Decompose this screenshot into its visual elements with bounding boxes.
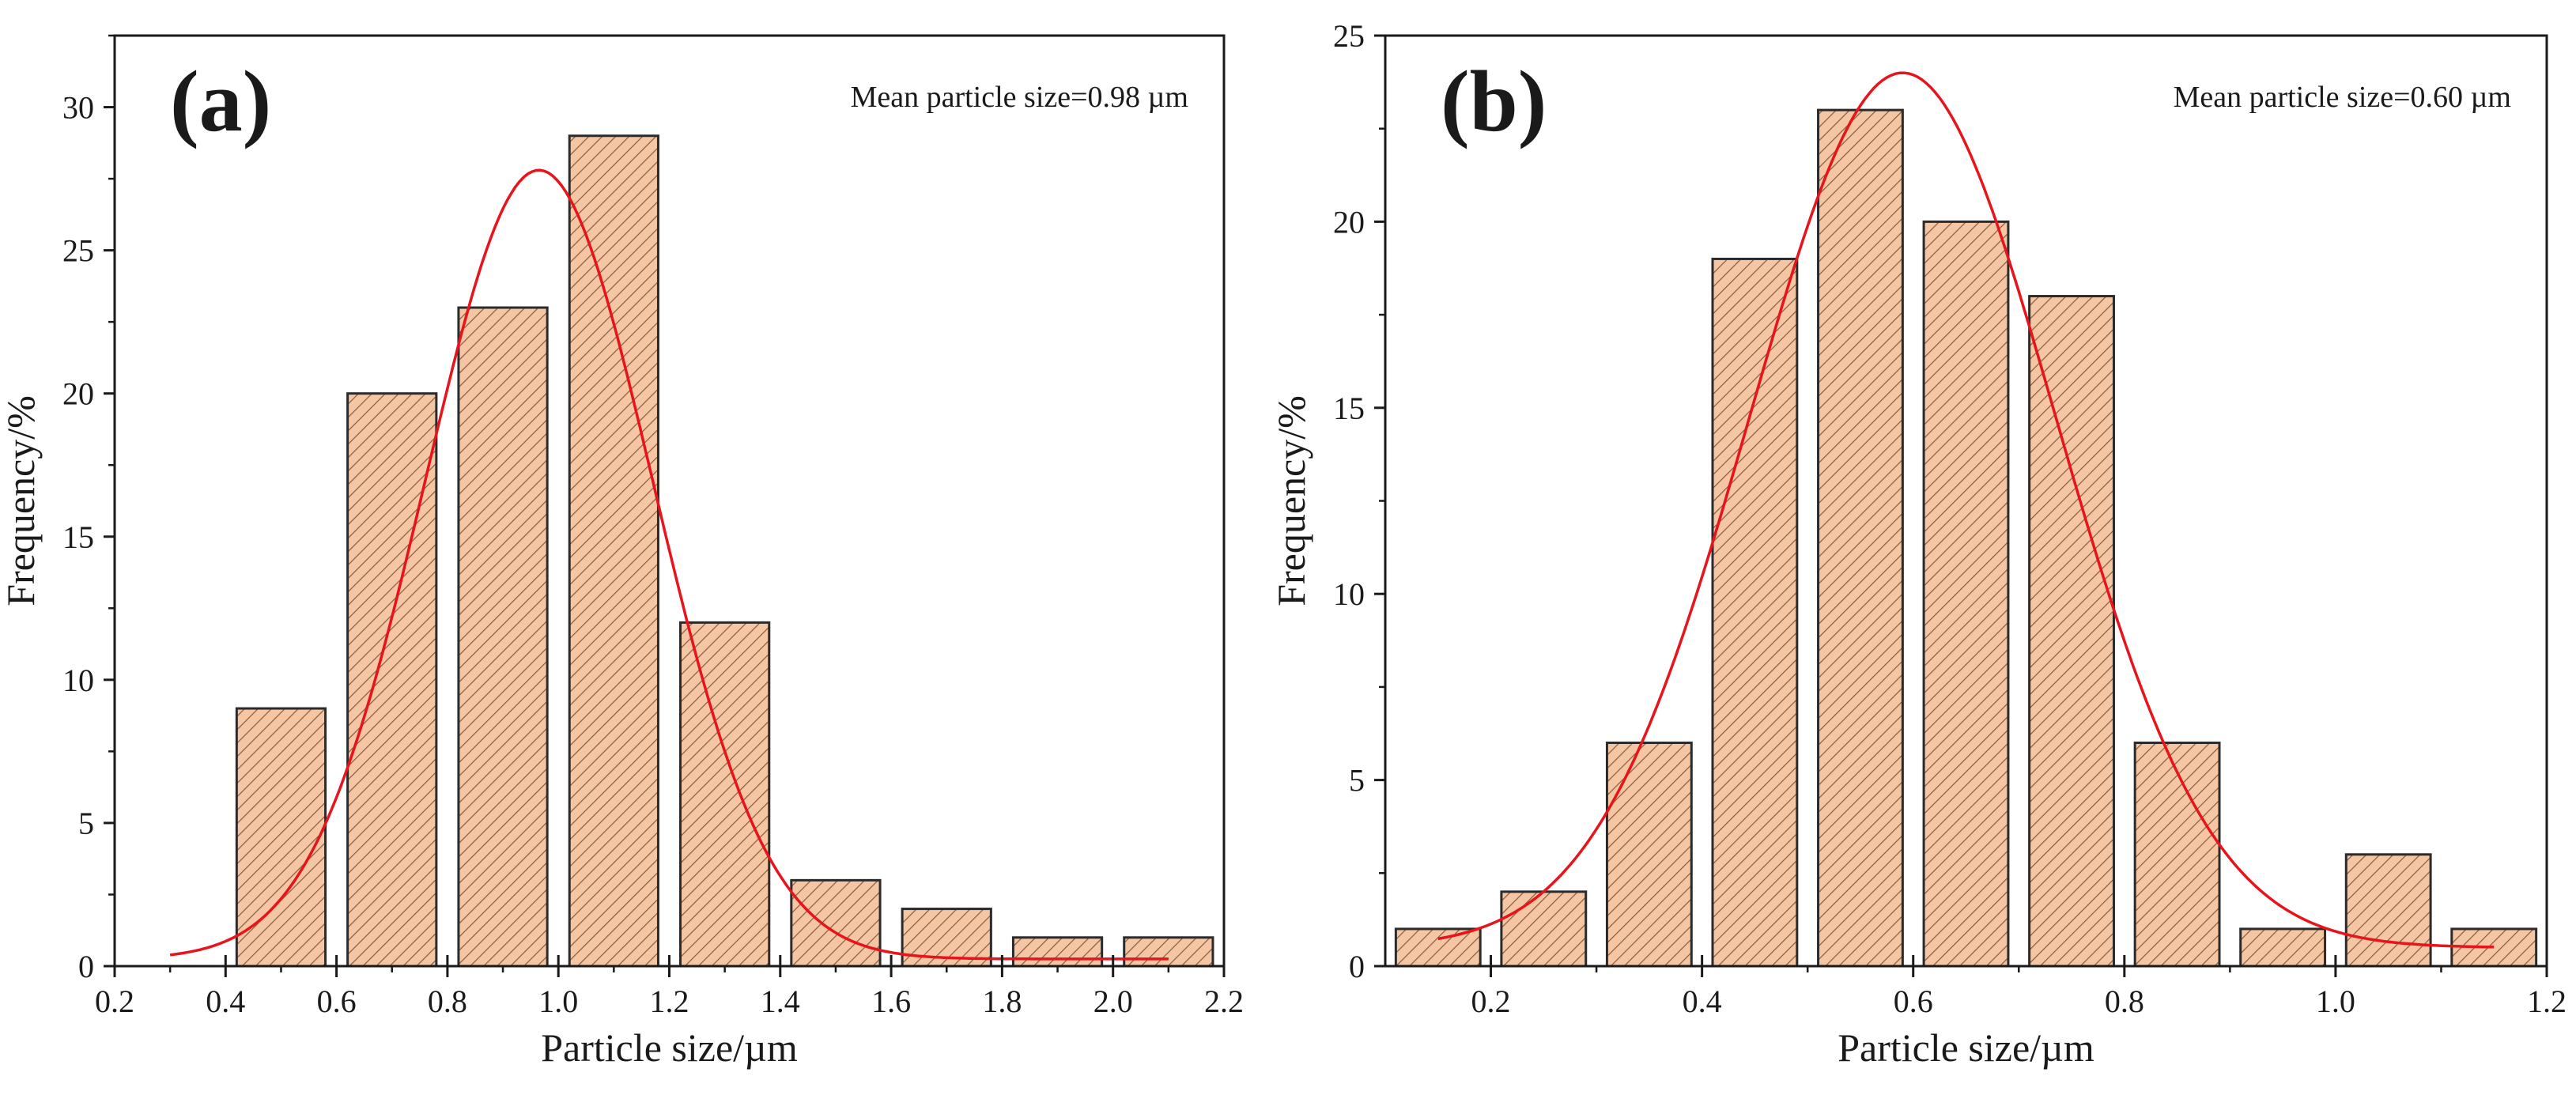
histogram-bar xyxy=(1394,927,1482,968)
panel-label-a: (a) xyxy=(170,53,271,149)
y-tick-label: 15 xyxy=(1333,391,1365,426)
chart-panel-b: 0.2 0.4 0.6 0.8 1.0 1.2 0 5 10 15 20 25 (b) Mean p… xyxy=(1269,18,2567,1070)
histogram-bar xyxy=(2133,742,2221,968)
histogram-bar xyxy=(2239,927,2327,968)
x-tick-label: 1.6 xyxy=(871,984,911,1019)
bars-group-b xyxy=(1394,108,2538,968)
y-axis-a: 0 5 10 15 20 25 30 xyxy=(62,34,115,984)
x-tick-label: 2.2 xyxy=(1204,984,1244,1019)
histogram-bar xyxy=(1011,936,1104,968)
mean-size-annotation-b: Mean particle size=0.60 µm xyxy=(2174,81,2511,114)
x-axis-a: 0.2 0.4 0.6 0.8 1.0 1.2 1.4 1.6 1.8 2.0 2.2 xyxy=(95,955,1244,1019)
x-tick-label: 0.4 xyxy=(206,984,245,1019)
y-axis-title-b: Frequency/% xyxy=(1269,395,1313,606)
x-tick-label: 1.2 xyxy=(2527,984,2567,1019)
y-tick-label: 5 xyxy=(1349,763,1365,799)
y-axis-title-a: Frequency/% xyxy=(0,395,43,606)
y-tick-label: 0 xyxy=(1349,949,1365,984)
y-axis-b: 0 5 10 15 20 25 xyxy=(1333,18,1385,984)
histogram-bar xyxy=(235,707,327,968)
histogram-bar xyxy=(568,134,659,968)
histogram-bar xyxy=(1605,742,1693,968)
y-tick-label: 15 xyxy=(62,519,94,555)
histogram-bar xyxy=(2028,295,2115,968)
y-tick-label: 10 xyxy=(62,663,94,698)
y-tick-label: 25 xyxy=(1333,18,1365,54)
histogram-bar xyxy=(1123,936,1214,968)
x-axis-title-a: Particle size/µm xyxy=(541,1025,798,1070)
mean-size-annotation-a: Mean particle size=0.98 µm xyxy=(851,81,1188,114)
histogram-bar xyxy=(1711,257,1799,968)
x-tick-label: 0.2 xyxy=(1471,984,1511,1019)
x-tick-label: 0.8 xyxy=(2105,984,2144,1019)
y-tick-label: 30 xyxy=(62,90,94,126)
histogram-bar xyxy=(1817,108,1904,968)
x-tick-label: 1.4 xyxy=(761,984,800,1019)
x-tick-label: 0.4 xyxy=(1683,984,1722,1019)
histogram-bar xyxy=(346,392,438,968)
y-tick-label: 25 xyxy=(62,233,94,269)
panel-label-b: (b) xyxy=(1441,53,1547,149)
gaussian-fit-curve-b xyxy=(1437,71,2495,949)
x-tick-label: 1.2 xyxy=(650,984,689,1019)
y-tick-label: 0 xyxy=(78,949,94,984)
x-tick-label: 0.6 xyxy=(317,984,357,1019)
histogram-bar xyxy=(457,306,549,968)
histogram-bar xyxy=(2344,853,2432,968)
x-tick-label: 0.2 xyxy=(95,984,134,1019)
x-tick-label: 1.0 xyxy=(2316,984,2355,1019)
histogram-bar xyxy=(1500,890,1588,968)
chart-panel-a: 0.2 0.4 0.6 0.8 1.0 1.2 1.4 1.6 1.8 2.0 2.2 0 5 10 15… xyxy=(0,34,1244,1070)
y-tick-label: 10 xyxy=(1333,576,1365,612)
x-axis-b: 0.2 0.4 0.6 0.8 1.0 1.2 xyxy=(1471,955,2567,1019)
x-tick-label: 2.0 xyxy=(1093,984,1133,1019)
y-tick-label: 20 xyxy=(1333,204,1365,240)
x-tick-label: 0.8 xyxy=(428,984,467,1019)
y-tick-label: 20 xyxy=(62,376,94,412)
x-tick-label: 0.6 xyxy=(1894,984,1933,1019)
bars-group-a xyxy=(235,134,1214,968)
histogram-bar xyxy=(679,621,771,968)
y-tick-label: 5 xyxy=(78,806,94,841)
x-tick-label: 1.0 xyxy=(538,984,578,1019)
histogram-bar xyxy=(1922,220,2010,968)
x-tick-label: 1.8 xyxy=(982,984,1022,1019)
x-axis-title-b: Particle size/µm xyxy=(1838,1025,2094,1070)
histogram-bar xyxy=(790,878,882,968)
